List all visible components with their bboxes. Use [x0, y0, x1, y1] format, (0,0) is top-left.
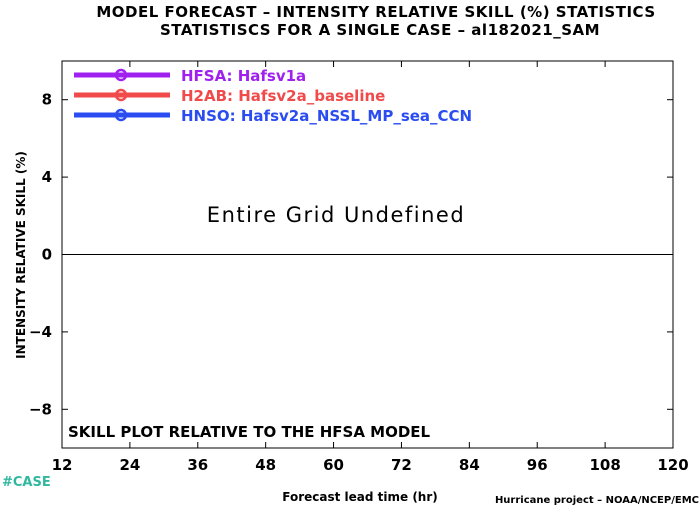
y-axis-ticks: −8 −4 0 4 8	[29, 91, 673, 418]
skill-relative-note: SKILL PLOT RELATIVE TO THE HFSA MODEL	[68, 423, 431, 441]
legend-label: HFSA: Hafsv1a	[181, 67, 306, 85]
y-axis-label: INTENSITY RELATIVE SKILL (%)	[14, 151, 28, 359]
x-tick-label: 84	[459, 456, 480, 474]
y-tick-label: 0	[42, 246, 52, 264]
y-tick-label: −4	[29, 323, 52, 341]
legend-marker	[114, 68, 128, 82]
x-tick-label: 96	[527, 456, 548, 474]
x-tick-label: 24	[119, 456, 140, 474]
x-axis-label: Forecast lead time (hr)	[282, 490, 438, 504]
chart-subtitle: STATISTISCS FOR A SINGLE CASE – al182021…	[160, 21, 600, 39]
credit-text: Hurricane project – NOAA/NCEP/EMC	[495, 495, 699, 506]
x-tick-label: 120	[657, 456, 688, 474]
legend-marker	[114, 108, 128, 122]
chart-title: MODEL FORECAST – INTENSITY RELATIVE SKIL…	[96, 3, 655, 21]
legend-marker	[114, 88, 128, 102]
x-tick-label: 36	[187, 456, 208, 474]
legend-label: HNSO: Hafsv2a_NSSL_MP_sea_CCN	[181, 107, 472, 125]
x-axis-ticks: 12 24 36 48 60 72 84 96 108 120	[52, 61, 689, 474]
undefined-grid-message: Entire Grid Undefined	[207, 203, 465, 227]
x-tick-label: 12	[52, 456, 73, 474]
x-tick-label: 60	[323, 456, 344, 474]
legend: HFSA: Hafsv1a H2AB: Hafsv2a_baseline HNSO:…	[74, 67, 472, 125]
legend-label: H2AB: Hafsv2a_baseline	[181, 87, 385, 105]
y-tick-label: 4	[42, 168, 52, 186]
y-tick-label: 8	[42, 91, 52, 109]
x-tick-label: 72	[391, 456, 412, 474]
x-tick-label: 108	[589, 456, 620, 474]
y-tick-label: −8	[29, 400, 52, 418]
case-tag: #CASE	[2, 475, 51, 490]
x-tick-label: 48	[255, 456, 276, 474]
